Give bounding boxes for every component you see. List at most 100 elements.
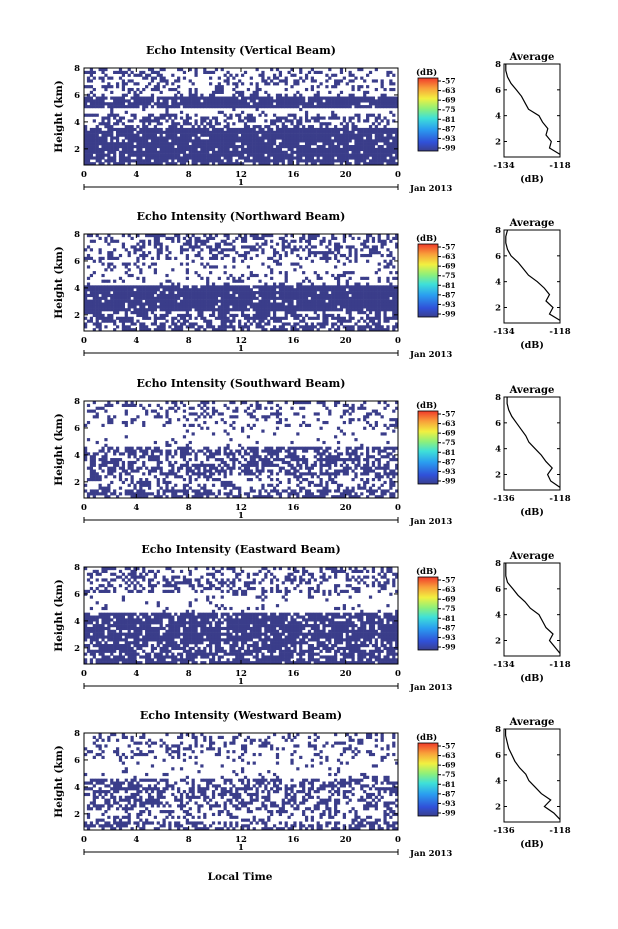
heatmap-cell xyxy=(191,127,195,132)
heatmap-cell xyxy=(209,415,213,419)
heatmap-cell xyxy=(386,147,390,152)
heatmap-cell xyxy=(185,469,189,473)
heatmap-cell xyxy=(368,302,373,306)
heatmap-cell xyxy=(249,96,253,100)
heatmap-cell xyxy=(133,127,137,132)
heatmap-cell xyxy=(299,127,303,132)
heatmap-cell xyxy=(229,99,233,103)
heatmap-cell xyxy=(142,316,146,320)
heatmap-cell xyxy=(319,276,323,280)
colorbar-tick-label: -75 xyxy=(442,271,456,280)
heatmap-cell xyxy=(217,478,221,482)
heatmap-cell xyxy=(165,153,169,157)
heatmap-cell xyxy=(150,96,155,100)
heatmap-cell xyxy=(179,127,184,132)
heatmap-cell xyxy=(188,236,192,240)
heatmap-cell xyxy=(377,288,381,292)
heatmap-cell xyxy=(92,296,96,300)
heatmap-cell xyxy=(284,313,288,318)
heatmap-cell xyxy=(127,139,131,143)
heatmap-cell xyxy=(374,79,378,83)
heatmap-cell xyxy=(107,418,111,422)
heatmap-cell xyxy=(386,105,390,109)
heatmap-cell xyxy=(223,130,227,134)
heatmap-cell xyxy=(339,293,344,298)
heatmap-cell xyxy=(223,472,227,476)
heatmap-cell xyxy=(110,492,114,496)
heatmap-cell xyxy=(162,156,166,160)
heatmap-cell xyxy=(319,322,323,326)
heatmap-cell xyxy=(386,296,390,300)
heatmap-cell xyxy=(84,455,88,459)
heatmap-cell xyxy=(331,145,335,149)
heatmap-cell xyxy=(121,460,126,465)
heatmap-cell xyxy=(380,82,384,86)
heatmap-cell xyxy=(270,142,274,146)
heatmap-cell xyxy=(249,93,253,97)
day-label: 1 xyxy=(238,344,244,354)
heatmap-cell xyxy=(171,288,175,292)
heatmap-cell xyxy=(307,127,312,132)
heatmap-cell xyxy=(238,319,242,323)
heatmap-cell xyxy=(275,116,280,120)
heatmap-cell xyxy=(246,472,251,476)
heatmap-cell xyxy=(313,159,317,163)
heatmap-cell xyxy=(223,145,227,149)
heatmap-cell xyxy=(130,460,134,465)
heatmap-cell xyxy=(191,299,195,303)
heatmap-cell xyxy=(258,130,262,134)
heatmap-cell xyxy=(255,316,259,320)
heatmap-cell xyxy=(200,296,204,300)
heatmap-cell xyxy=(258,302,262,306)
heatmap-cell xyxy=(217,150,221,154)
heatmap-cell xyxy=(278,142,283,146)
heatmap-cell xyxy=(139,127,143,132)
heatmap-cell xyxy=(95,406,99,410)
heatmap-cell xyxy=(182,316,187,320)
heatmap-cell xyxy=(209,302,213,306)
heatmap-cell xyxy=(238,116,242,120)
heatmap-cell xyxy=(124,311,128,315)
heatmap-cell xyxy=(319,291,323,295)
heatmap-cell xyxy=(345,305,349,309)
heatmap-cell xyxy=(209,122,213,126)
heatmap-cell xyxy=(249,116,253,120)
heatmap-cell xyxy=(229,273,233,278)
heatmap-cell xyxy=(174,325,178,329)
heatmap-cell xyxy=(304,150,309,154)
heatmap-cell xyxy=(159,469,163,473)
heatmap-cell xyxy=(220,305,224,309)
heatmap-cell xyxy=(104,153,108,157)
heatmap-cell xyxy=(182,105,187,109)
heatmap-cell xyxy=(127,150,131,154)
heatmap-cell xyxy=(136,480,140,485)
heatmap-cell xyxy=(249,127,253,132)
heatmap-cell xyxy=(136,93,140,97)
heatmap-cell xyxy=(171,133,175,137)
heatmap-cell xyxy=(252,285,256,289)
heatmap-cell xyxy=(238,234,242,238)
heatmap-cell xyxy=(104,325,108,329)
heatmap-cell xyxy=(293,288,297,292)
heatmap-cell xyxy=(171,316,175,320)
heatmap-cell xyxy=(159,313,163,318)
heatmap-cell xyxy=(156,156,160,160)
heatmap-cell xyxy=(203,105,207,109)
heatmap-cell xyxy=(232,409,236,413)
heatmap-cell xyxy=(150,256,155,260)
heatmap-cell xyxy=(194,452,198,456)
heatmap-cell xyxy=(252,119,256,123)
heatmap-cell xyxy=(92,147,96,152)
heatmap-cell xyxy=(281,285,285,289)
heatmap-cell xyxy=(182,242,187,246)
heatmap-cells xyxy=(84,234,399,332)
heatmap-cell xyxy=(363,105,367,109)
heatmap-cell xyxy=(275,262,280,266)
heatmap-cell xyxy=(185,256,189,260)
heatmap-cell xyxy=(133,82,137,86)
heatmap-cell xyxy=(136,105,140,109)
heatmap-cell xyxy=(328,293,332,298)
heatmap-cell xyxy=(261,236,265,240)
heatmap-cell xyxy=(380,239,384,243)
heatmap-cell xyxy=(342,316,346,320)
